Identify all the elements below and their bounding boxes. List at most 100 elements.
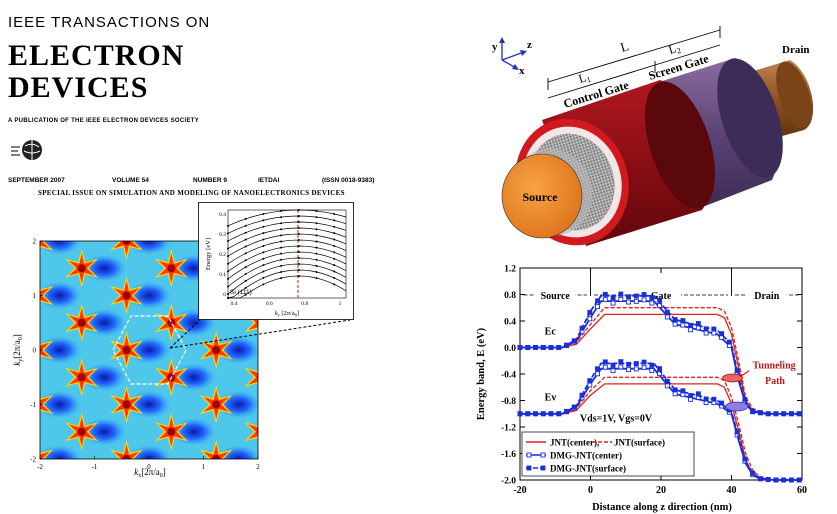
journal-title: ELECTRON DEVICES	[8, 40, 184, 104]
contour-star-core	[122, 455, 131, 459]
contour-star-mid	[40, 241, 50, 249]
inset-band-curve	[227, 209, 347, 227]
contour-star-mid	[40, 451, 50, 459]
inset-xtick-label: 0.6	[266, 301, 273, 307]
chart-annotations: Ec Ev Tunneling Path Vds=1V, Vgs=0V	[545, 326, 796, 424]
inset-band-point	[297, 263, 300, 265]
contour-star-core	[122, 291, 131, 300]
inset-band-point	[262, 283, 265, 286]
chart-series-point	[595, 298, 601, 304]
chart-series-point	[680, 392, 686, 398]
inset-ytick-label: 0.2	[219, 252, 226, 258]
contour-star-mid	[114, 499, 140, 514]
legend-marker	[540, 452, 546, 458]
chart-series-point	[587, 316, 593, 322]
contour-blue-spot	[0, 363, 36, 391]
inset-band-point	[244, 273, 247, 276]
inset-band-point	[262, 257, 265, 260]
contour-star-mid	[24, 499, 50, 514]
chart-legend: JNT(center), JNT(surface) DMG-JNT(center) D…	[521, 431, 695, 477]
contour-blue-spot	[127, 390, 171, 419]
legend-label: DMG-JNT(surface)	[550, 464, 626, 474]
inset-band-point	[244, 293, 247, 296]
contour-star-core	[167, 318, 176, 327]
contour-plot: -2 -1 0 1 2 2 1 0 -1 -2 kx[2π/a0] ky[2π/a0]	[0, 230, 260, 514]
chart-series-point	[664, 309, 670, 315]
brillouin-zone-outline	[112, 315, 187, 385]
inset-band-curve	[227, 257, 347, 287]
chart-series-point	[525, 345, 531, 350]
chart-series-point	[649, 362, 655, 368]
chart-series-line	[520, 300, 802, 415]
chart-region-label-bg	[535, 289, 576, 301]
chart-series-point	[533, 345, 538, 350]
contour-xtick-label: -1	[92, 463, 98, 471]
chart-series-point	[688, 327, 694, 333]
inset-band-point	[280, 240, 283, 243]
contour-star-mid	[248, 424, 258, 440]
chart-ytick-label: 0.4	[504, 318, 516, 328]
legend-label: JNT(center),	[550, 438, 599, 448]
chart-series-point	[641, 292, 647, 297]
chart-series-point	[773, 477, 779, 483]
inset-band-curve	[227, 251, 347, 280]
axis-z-label: z	[527, 39, 532, 51]
contour-blue-spot	[37, 500, 81, 514]
inset-band-point	[333, 276, 336, 279]
contour-star-mid	[40, 288, 50, 303]
inset-band-point	[333, 257, 336, 260]
chart-series-point	[595, 366, 601, 372]
dimension-L1-label: L1	[577, 69, 592, 87]
inset-band-point	[262, 225, 265, 228]
chart-series-point	[610, 295, 616, 301]
inset-band-point	[280, 234, 283, 237]
inset-band-point	[280, 252, 283, 255]
contour-blue-spot	[82, 254, 127, 283]
chart-series-point	[750, 408, 756, 414]
contour-blue-spot	[40, 390, 82, 419]
inset-band-point	[315, 246, 318, 249]
contour-star-outer	[65, 230, 98, 233]
chart-series-line	[520, 294, 802, 415]
chart-series-point	[757, 410, 763, 416]
inset-band-point	[244, 279, 247, 282]
contour-blue-spot	[0, 418, 36, 446]
axis-y-label: y	[492, 41, 498, 53]
chart-series-point	[765, 477, 771, 482]
chart-series-point	[618, 296, 624, 302]
chart-series-point	[517, 345, 523, 350]
chart-series-point	[781, 411, 787, 417]
inset-band-curve	[227, 215, 347, 234]
chart-xtick-label: 0	[588, 485, 593, 496]
contour-xtick-label: 0	[147, 463, 151, 471]
contour-field	[0, 230, 258, 514]
contour-blue-spot	[40, 445, 82, 459]
inset-band-point	[227, 285, 229, 288]
contour-star-core	[212, 346, 221, 354]
inset-band-point	[297, 251, 300, 253]
contour-star-core	[122, 400, 131, 409]
chart-series-point	[633, 293, 639, 299]
inset-band-point	[297, 215, 300, 217]
chart-series-point	[587, 382, 593, 388]
inset-band-point	[297, 233, 300, 235]
chart-series-point	[595, 304, 601, 310]
contour-axis-ticks: -2 -1 0 1 2 2 1 0 -1 -2	[30, 238, 260, 472]
chart-series-point	[602, 359, 608, 365]
chart-series-point	[695, 321, 701, 327]
contour-star-core	[33, 510, 41, 514]
device-front-face: Source	[501, 118, 629, 246]
inset-band-point	[280, 277, 283, 280]
contour-xlabel: kx[2π/a0]	[134, 467, 166, 479]
chart-ytick-label: -2.0	[501, 477, 516, 487]
contour-star-core	[78, 482, 86, 490]
chart-series-point	[564, 408, 569, 414]
chart-series-point	[579, 325, 585, 331]
contour-blue-spot	[82, 417, 127, 446]
inset-band-point	[315, 264, 318, 267]
contour-star-core	[77, 318, 86, 327]
inset-band-point	[297, 221, 300, 223]
chart-series-point	[688, 393, 694, 399]
inset-band-point	[244, 217, 247, 220]
inset-band-point	[333, 270, 336, 273]
